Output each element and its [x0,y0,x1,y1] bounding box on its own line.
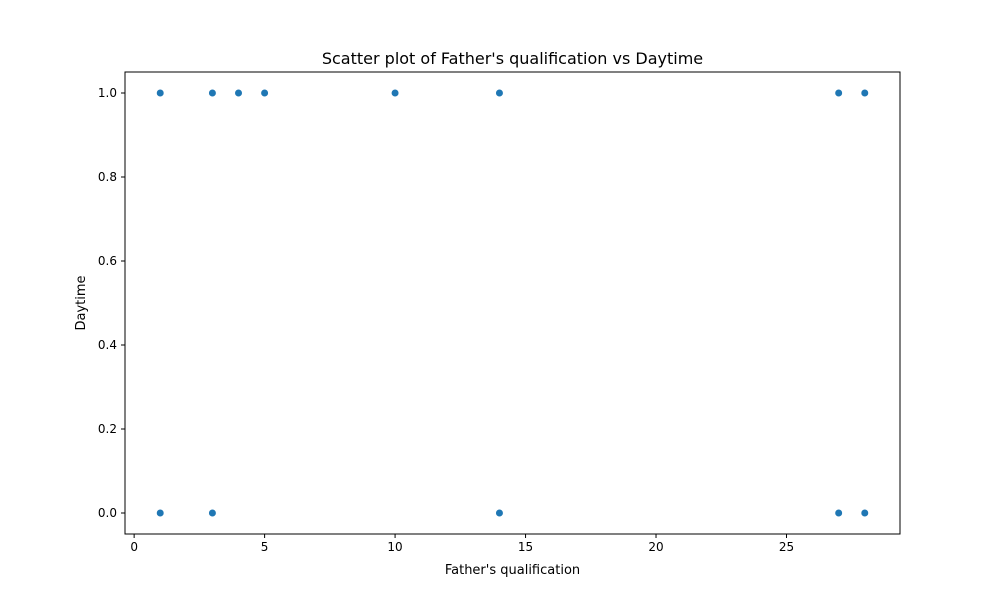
scatter-point [390,88,400,98]
scatter-point [860,88,869,98]
x-tick-label: 10 [387,540,402,554]
scatter-points [156,88,869,518]
x-tick-label: 20 [648,540,663,554]
scatter-point [834,88,843,98]
x-tick-label: 0 [130,540,138,554]
x-tick-label: 5 [261,540,269,554]
scatter-point [860,508,869,518]
x-tick-label: 15 [518,540,533,554]
y-axis: 0.0 0.2 0.4 0.6 0.8 1.0 [98,86,125,520]
scatter-point [495,508,504,518]
scatter-point [156,88,165,98]
plot-area: 0 5 10 15 20 25 0.0 0.2 0.4 0.6 0.8 1.0 [98,71,901,554]
x-axis: 0 5 10 15 20 25 [130,534,794,554]
plot-frame [124,71,901,535]
y-tick-label: 1.0 [98,86,117,100]
y-tick-label: 0.8 [98,170,117,184]
y-tick-label: 0.2 [98,422,117,436]
scatter-point [234,88,243,98]
scatter-point [208,508,217,518]
scatter-point [156,508,165,518]
y-tick-label: 0.6 [98,254,117,268]
scatter-point [260,88,269,98]
scatter-point [495,88,504,98]
chart-title: Scatter plot of Father's qualification v… [322,49,703,68]
y-tick-label: 0.0 [98,506,117,520]
y-axis-label: Daytime [74,275,89,330]
scatter-point [834,508,843,518]
x-tick-label: 25 [779,540,794,554]
y-tick-label: 0.4 [98,338,117,352]
x-axis-label: Father's qualification [445,563,580,578]
scatter-point [208,88,217,98]
